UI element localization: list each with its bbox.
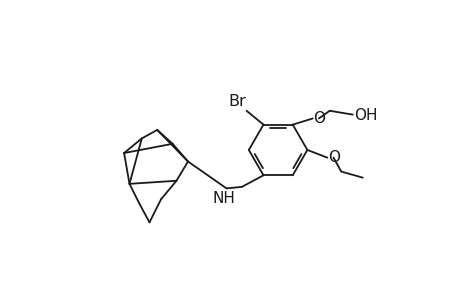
Text: Br: Br — [228, 94, 245, 109]
Text: NH: NH — [213, 191, 235, 206]
Text: O: O — [313, 111, 325, 126]
Text: O: O — [327, 150, 339, 165]
Text: OH: OH — [353, 108, 377, 123]
